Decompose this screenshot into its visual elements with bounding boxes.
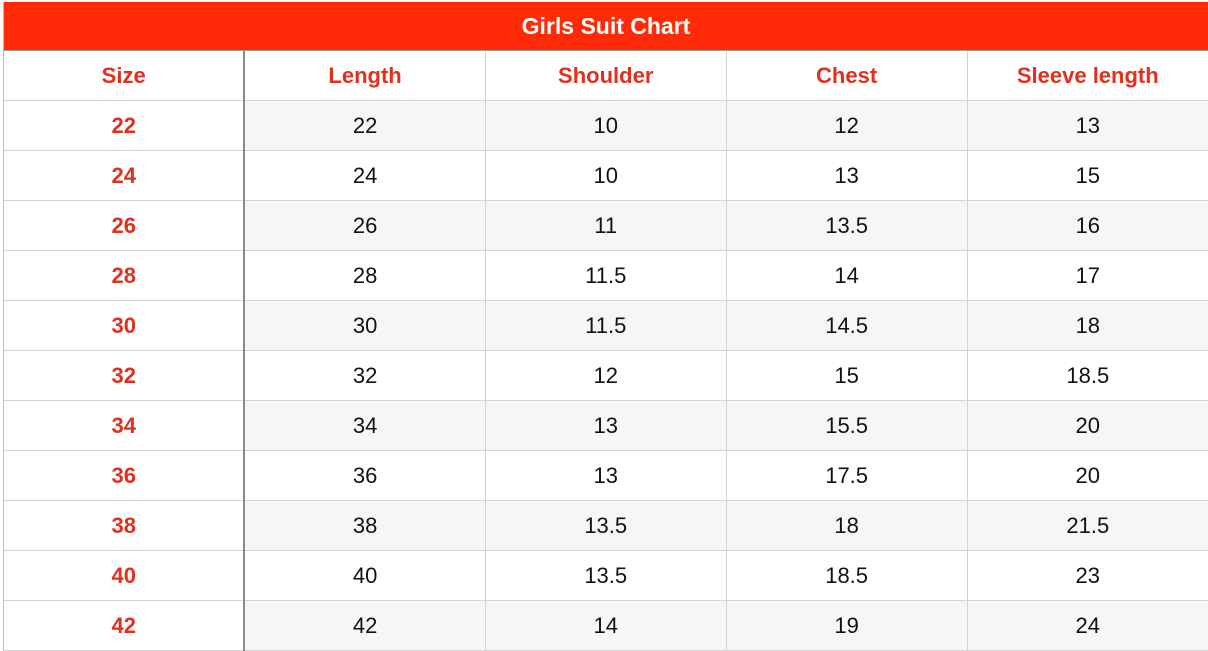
size-table: Size Length Shoulder Chest Sleeve length 22 2… [3,51,1208,651]
table-cell: 15.5 [726,400,968,451]
table-row: 26 26 11 13.5 16 [3,200,1208,251]
table-row: 34 34 13 15.5 20 [3,400,1208,451]
table-cell: 17.5 [726,450,968,501]
size-cell: 40 [3,550,246,601]
table-cell: 13 [726,150,968,201]
table-cell: 26 [244,200,486,251]
table-cell: 14 [726,250,968,301]
size-cell: 24 [3,150,246,201]
table-row: 28 28 11.5 14 17 [3,250,1208,301]
table-cell: 11.5 [485,300,727,351]
column-header: Length [244,51,486,101]
table-row: 38 38 13.5 18 21.5 [3,500,1208,551]
table-cell: 18 [967,300,1208,351]
table-cell: 22 [244,100,486,151]
table-cell: 11.5 [485,250,727,301]
table-cell: 21.5 [967,500,1208,551]
table-cell: 34 [244,400,486,451]
size-cell: 42 [3,600,246,651]
table-row: 22 22 10 12 13 [3,100,1208,151]
table-cell: 15 [967,150,1208,201]
table-cell: 13.5 [726,200,968,251]
table-cell: 12 [485,350,727,401]
column-header: Chest [726,51,968,101]
table-cell: 28 [244,250,486,301]
table-cell: 36 [244,450,486,501]
column-header: Sleeve length [967,51,1208,101]
table-cell: 20 [967,400,1208,451]
table-cell: 10 [485,150,727,201]
table-cell: 18.5 [726,550,968,601]
size-cell: 36 [3,450,246,501]
table-cell: 23 [967,550,1208,601]
table-cell: 20 [967,450,1208,501]
table-row: 32 32 12 15 18.5 [3,350,1208,401]
table-cell: 17 [967,250,1208,301]
chart-title: Girls Suit Chart [3,2,1208,51]
table-cell: 40 [244,550,486,601]
size-cell: 32 [3,350,246,401]
table-cell: 18 [726,500,968,551]
table-cell: 38 [244,500,486,551]
table-cell: 13 [485,450,727,501]
table-row: 24 24 10 13 15 [3,150,1208,201]
table-cell: 13.5 [485,550,727,601]
table-cell: 30 [244,300,486,351]
table-cell: 16 [967,200,1208,251]
table-row: 42 42 14 19 24 [3,600,1208,651]
table-cell: 32 [244,350,486,401]
table-cell: 14 [485,600,727,651]
table-cell: 14.5 [726,300,968,351]
table-cell: 15 [726,350,968,401]
table-cell: 24 [244,150,486,201]
size-cell: 26 [3,200,246,251]
column-header: Shoulder [485,51,727,101]
size-cell: 38 [3,500,246,551]
size-cell: 22 [3,100,246,151]
size-chart: Girls Suit Chart Size Length Shoulder Chest… [3,2,1208,651]
table-cell: 12 [726,100,968,151]
table-cell: 42 [244,600,486,651]
table-cell: 13 [967,100,1208,151]
column-header: Size [3,51,246,101]
table-cell: 11 [485,200,727,251]
table-cell: 19 [726,600,968,651]
table-row: 36 36 13 17.5 20 [3,450,1208,501]
table-cell: 10 [485,100,727,151]
table-cell: 24 [967,600,1208,651]
table-row: 30 30 11.5 14.5 18 [3,300,1208,351]
table-cell: 18.5 [967,350,1208,401]
table-cell: 13.5 [485,500,727,551]
table-row: 40 40 13.5 18.5 23 [3,550,1208,601]
size-cell: 30 [3,300,246,351]
size-cell: 34 [3,400,246,451]
header-row: Size Length Shoulder Chest Sleeve length [3,51,1208,101]
size-cell: 28 [3,250,246,301]
table-cell: 13 [485,400,727,451]
